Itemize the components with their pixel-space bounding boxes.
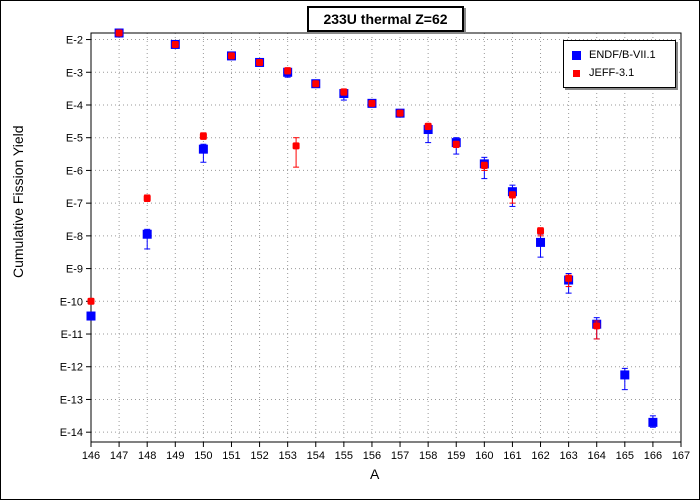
data-point bbox=[537, 227, 545, 235]
x-tick-label: 146 bbox=[82, 450, 100, 462]
data-point bbox=[115, 29, 123, 37]
x-tick-label: 164 bbox=[588, 450, 606, 462]
x-tick-label: 157 bbox=[391, 450, 409, 462]
data-point bbox=[340, 88, 348, 96]
x-tick-label: 151 bbox=[222, 450, 240, 462]
x-tick-label: 153 bbox=[278, 450, 296, 462]
data-point bbox=[143, 194, 151, 202]
data-point bbox=[312, 80, 320, 88]
x-tick-label: 155 bbox=[335, 450, 353, 462]
x-tick-label: 149 bbox=[166, 450, 184, 462]
legend-swatch-jeff bbox=[573, 69, 580, 77]
data-point bbox=[565, 274, 573, 282]
data-point bbox=[292, 142, 300, 150]
y-tick-label: E-12 bbox=[60, 362, 83, 374]
data-point bbox=[256, 58, 264, 66]
legend-label-endf: ENDF/B-VII.1 bbox=[589, 49, 656, 61]
data-point bbox=[86, 311, 96, 321]
series-endf bbox=[86, 28, 658, 428]
data-point bbox=[424, 122, 432, 130]
x-tick-label: 156 bbox=[363, 450, 381, 462]
y-tick-labels: E-2 E-3 E-4 E-5 E-6 E-7 E-8 E-9 E-10 E-11 E-12 E-13… bbox=[60, 35, 83, 440]
data-point bbox=[536, 237, 546, 247]
x-tick-label: 160 bbox=[475, 450, 493, 462]
grid-lines bbox=[86, 33, 682, 447]
chart-title: 233U thermal Z=62 bbox=[307, 6, 464, 32]
data-point bbox=[284, 67, 292, 75]
legend-entry-endf: ENDF/B-VII.1 bbox=[572, 49, 656, 61]
x-tick-label: 150 bbox=[194, 450, 212, 462]
data-point bbox=[508, 191, 516, 199]
x-tick-label: 159 bbox=[447, 450, 465, 462]
y-tick-label: E-4 bbox=[66, 100, 83, 112]
data-point bbox=[396, 109, 404, 117]
y-tick-label: E-13 bbox=[60, 394, 83, 406]
series-jeff bbox=[87, 29, 601, 340]
data-point bbox=[198, 144, 208, 154]
x-tick-label: 162 bbox=[531, 450, 549, 462]
data-point bbox=[593, 322, 601, 330]
x-tick-label: 166 bbox=[644, 450, 662, 462]
data-point bbox=[648, 417, 658, 427]
data-point bbox=[368, 99, 376, 107]
y-tick-label: E-10 bbox=[60, 296, 83, 308]
data-point bbox=[227, 52, 235, 60]
x-tick-label: 154 bbox=[307, 450, 325, 462]
legend: ENDF/B-VII.1 JEFF-3.1 bbox=[563, 40, 676, 88]
x-tick-label: 161 bbox=[503, 450, 521, 462]
y-tick-label: E-8 bbox=[66, 231, 83, 243]
legend-entry-jeff: JEFF-3.1 bbox=[572, 67, 634, 79]
x-tick-label: 148 bbox=[138, 450, 156, 462]
y-tick-label: E-11 bbox=[61, 329, 83, 341]
x-tick-label: 147 bbox=[110, 450, 128, 462]
data-point bbox=[171, 40, 179, 48]
data-point bbox=[480, 162, 488, 170]
data-point bbox=[620, 370, 630, 380]
y-tick-label: E-7 bbox=[66, 198, 83, 210]
plot-area bbox=[90, 32, 682, 443]
data-point bbox=[142, 229, 152, 239]
x-tick-label: 167 bbox=[672, 450, 690, 462]
data-point bbox=[199, 132, 207, 140]
data-point bbox=[452, 140, 460, 148]
series-layer bbox=[86, 28, 658, 428]
x-tick-label: 158 bbox=[419, 450, 437, 462]
legend-label-jeff: JEFF-3.1 bbox=[589, 67, 635, 79]
y-tick-label: E-3 bbox=[66, 67, 83, 79]
legend-swatch-endf bbox=[572, 50, 581, 60]
x-tick-label: 152 bbox=[250, 450, 268, 462]
x-axis-label: A bbox=[370, 466, 380, 482]
y-tick-label: E-6 bbox=[66, 165, 83, 177]
data-point bbox=[87, 297, 95, 305]
y-axis-label: Cumulative Fission Yield bbox=[10, 125, 26, 278]
x-tick-labels: 146 147 148 149 150 151 152 153 154 155 156 157 158 1… bbox=[82, 450, 690, 462]
y-tick-label: E-14 bbox=[60, 427, 83, 439]
y-tick-label: E-9 bbox=[66, 264, 83, 276]
y-tick-label: E-5 bbox=[66, 133, 83, 145]
x-tick-label: 163 bbox=[559, 450, 577, 462]
x-tick-label: 165 bbox=[616, 450, 634, 462]
y-tick-label: E-2 bbox=[66, 35, 83, 47]
